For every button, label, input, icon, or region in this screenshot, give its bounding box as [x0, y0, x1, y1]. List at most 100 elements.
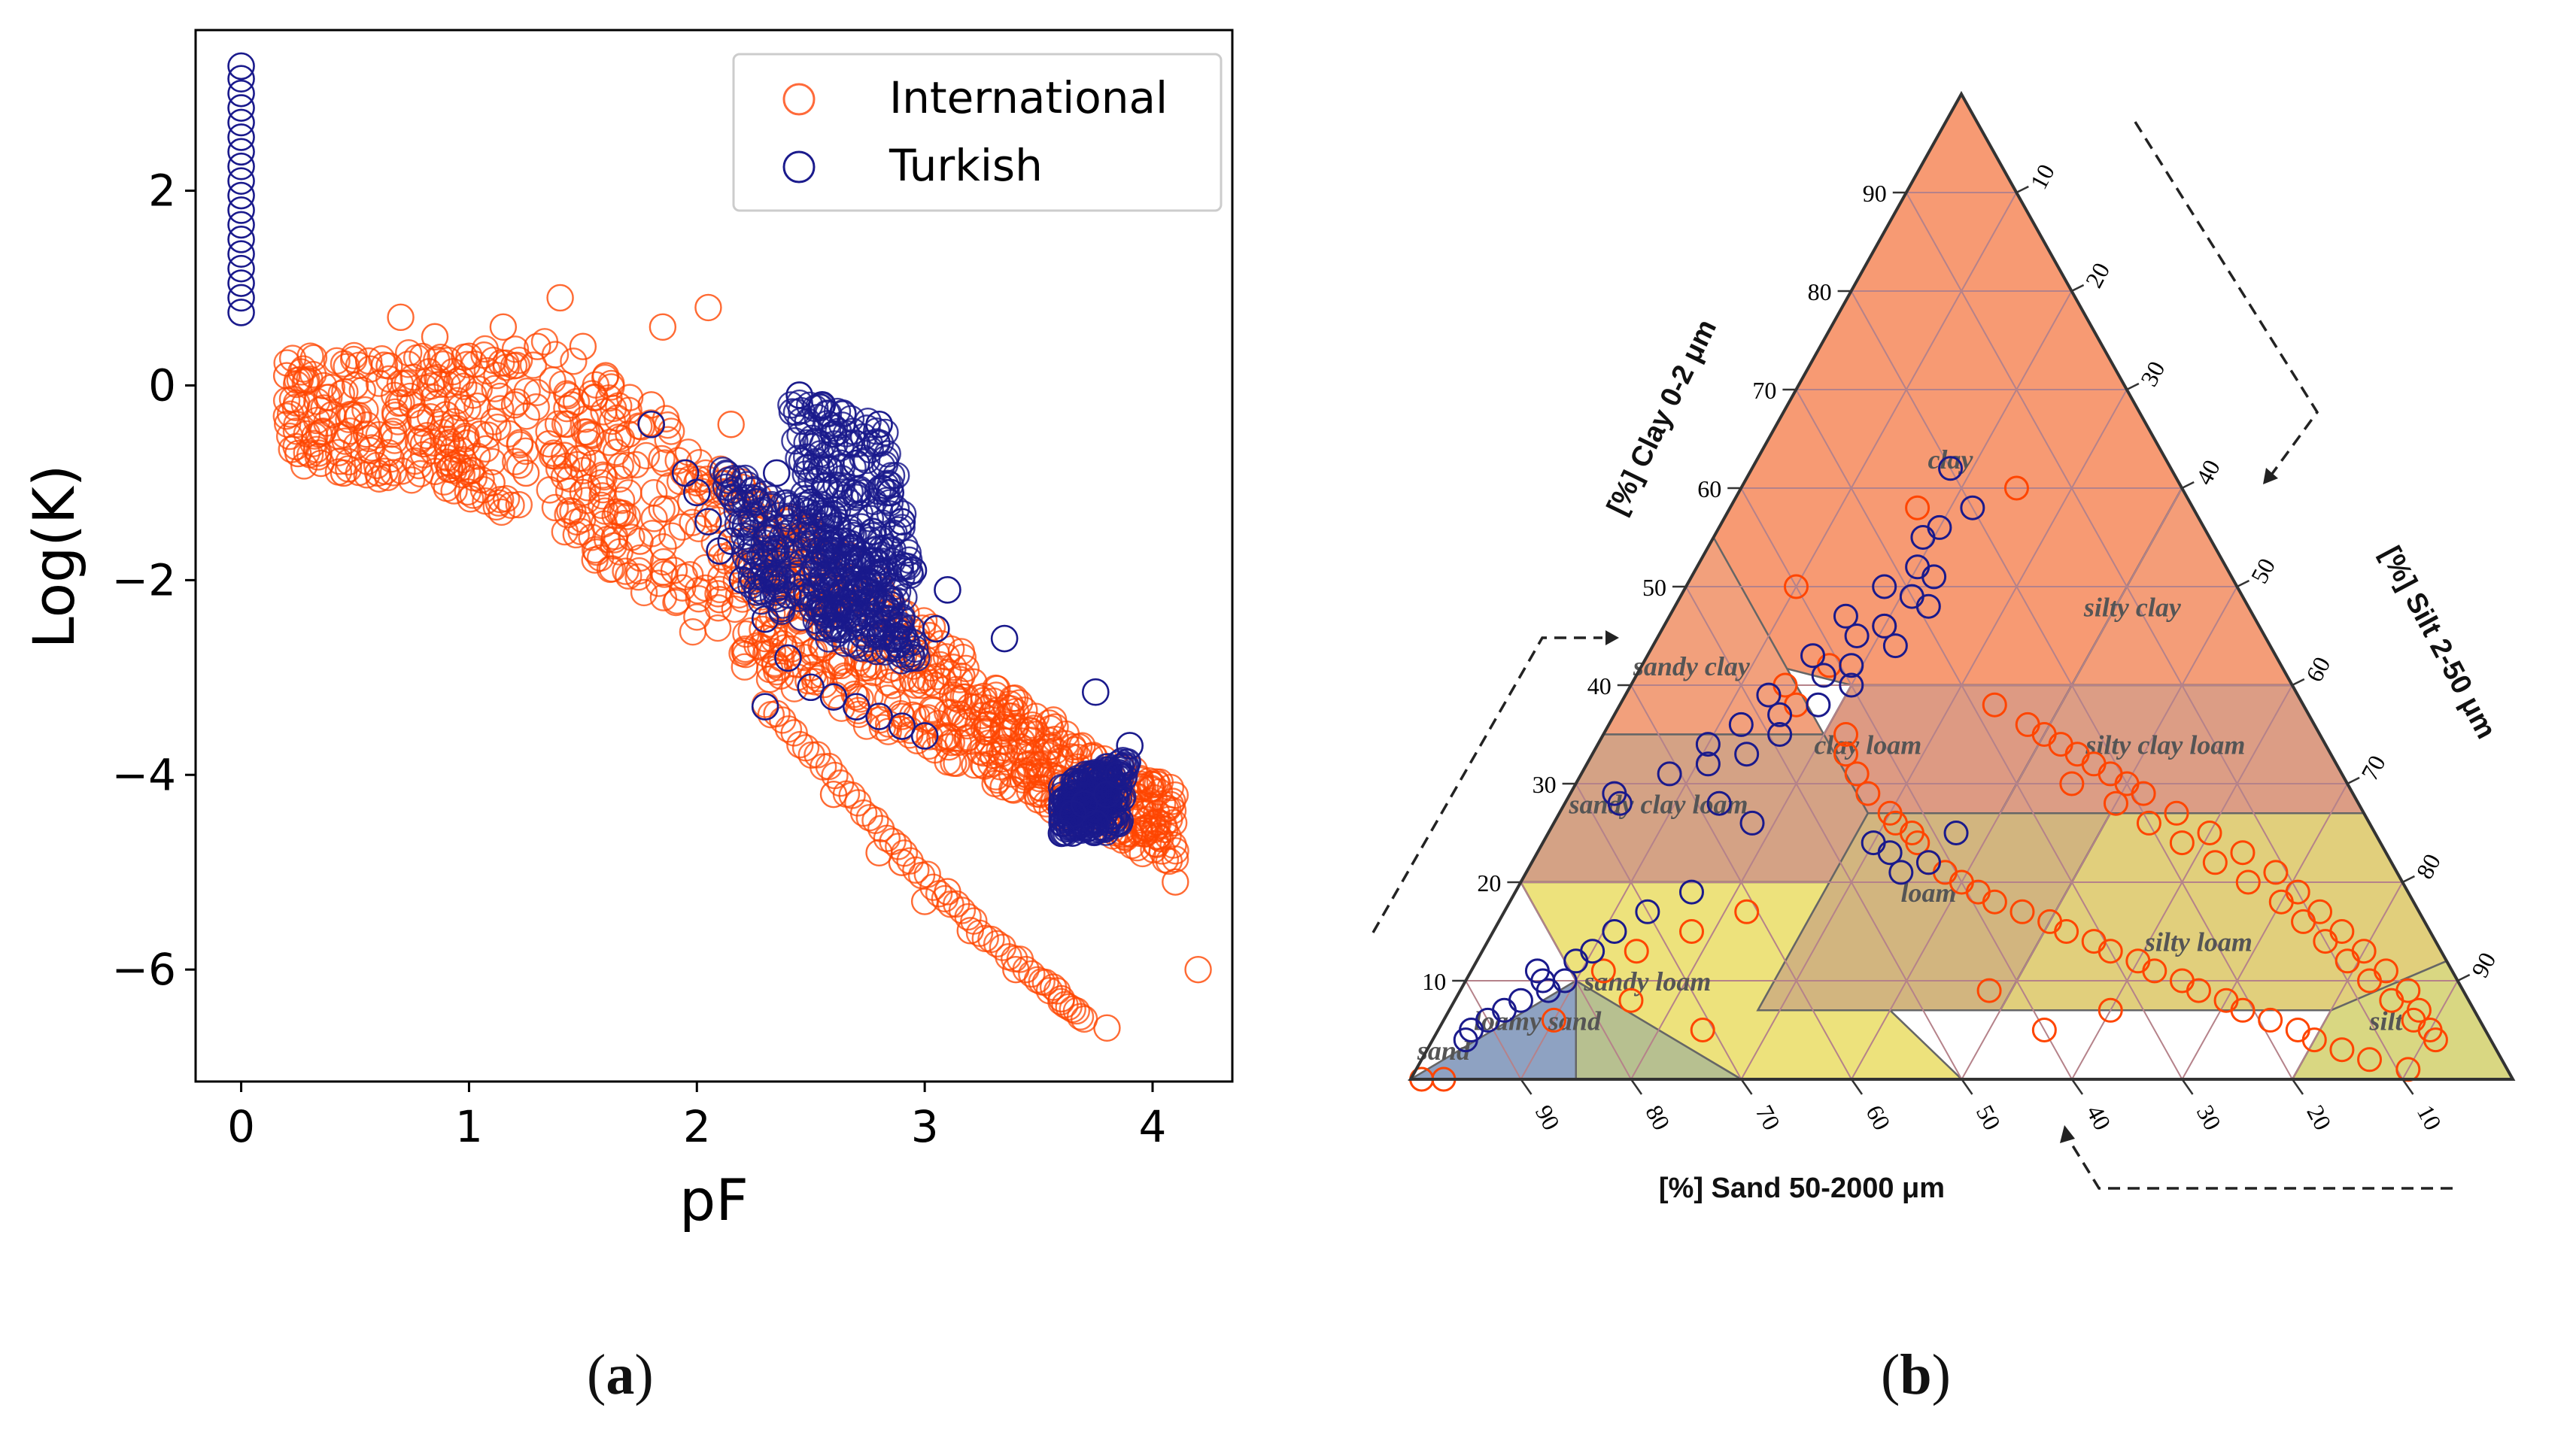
turkish-point — [1739, 810, 1765, 836]
grid-line — [1961, 586, 2238, 1080]
international-point — [1025, 751, 1053, 779]
international-point — [2031, 1018, 2057, 1042]
international-point — [530, 328, 559, 356]
international-point — [1982, 692, 2007, 718]
sand-tick — [2070, 1079, 2084, 1095]
international-point — [303, 406, 331, 435]
silt-tick — [2071, 284, 2085, 293]
international-point — [603, 498, 631, 526]
turkish-point — [789, 480, 818, 508]
international-point — [949, 643, 977, 672]
international-point — [273, 349, 301, 377]
silt-tick-label: 70 — [2356, 751, 2391, 784]
turkish-point — [882, 495, 910, 523]
turkish-point — [1695, 751, 1721, 777]
international-point — [315, 384, 343, 411]
turkish-point — [749, 540, 776, 568]
international-point — [1034, 733, 1063, 761]
turkish-point — [879, 535, 907, 563]
international-point — [409, 342, 436, 371]
international-point — [821, 652, 849, 681]
turkish-point — [855, 429, 883, 457]
international-point — [1976, 978, 2002, 1003]
y-tick-label: −6 — [112, 944, 177, 995]
international-point — [937, 728, 965, 757]
scatter-marks — [227, 52, 1212, 1042]
turkish-point — [1657, 761, 1682, 787]
international-point — [825, 648, 853, 677]
turkish-point — [752, 524, 780, 553]
international-point — [278, 344, 307, 372]
international-point — [415, 358, 443, 386]
sand-tick-label: 20 — [2301, 1100, 2337, 1134]
international-point — [997, 695, 1025, 723]
turkish-point — [1536, 978, 1561, 1003]
international-point — [885, 833, 913, 860]
international-point — [751, 624, 779, 653]
sand-tick-label: 50 — [1971, 1100, 2006, 1134]
international-point — [2357, 1047, 2383, 1073]
turkish-point — [1915, 850, 1941, 875]
turkish-point — [1563, 948, 1589, 974]
international-point — [2329, 919, 2355, 944]
international-point — [640, 505, 668, 532]
international-point — [649, 584, 678, 611]
international-point — [721, 595, 749, 623]
turkish-point — [889, 500, 917, 528]
international-point — [717, 411, 745, 438]
y-tick-label: −4 — [112, 749, 177, 800]
international-point — [330, 459, 358, 487]
international-point — [668, 574, 697, 602]
turkish-point — [1915, 593, 1941, 619]
international-point — [318, 401, 346, 429]
international-point — [577, 422, 606, 450]
y-tick-label: 2 — [148, 165, 176, 217]
international-point — [1905, 495, 1930, 520]
turkish-point — [1921, 564, 1947, 590]
international-point — [2230, 997, 2256, 1023]
international-point — [506, 431, 534, 459]
international-point — [896, 847, 924, 875]
turkish-point — [878, 521, 906, 549]
region-label: clay loam — [1814, 730, 1921, 760]
international-point — [287, 358, 315, 386]
international-point — [307, 449, 335, 478]
region-label: clay — [1928, 444, 1974, 475]
turkish-point — [792, 484, 821, 512]
turkish-point — [227, 181, 255, 210]
international-point — [454, 478, 481, 506]
x-axis-label: pF — [679, 1167, 749, 1233]
international-point — [1059, 733, 1087, 761]
international-point — [506, 451, 534, 479]
international-point — [2329, 1037, 2355, 1063]
international-point — [466, 420, 494, 448]
turkish-point — [802, 575, 830, 603]
international-point — [2373, 958, 2398, 984]
international-point — [648, 444, 676, 473]
turkish-point — [785, 444, 813, 472]
international-point — [457, 457, 485, 484]
clay-tick-label: 50 — [1642, 574, 1666, 601]
y-tick-label: 0 — [148, 360, 176, 411]
international-point — [341, 372, 369, 399]
turkish-point — [768, 566, 796, 593]
international-point — [732, 620, 760, 648]
grid-line — [1685, 586, 1963, 1080]
international-point — [486, 382, 515, 411]
international-point — [600, 532, 627, 560]
sand-tick-label: 10 — [2412, 1100, 2447, 1134]
turkish-point — [227, 152, 255, 181]
x-tick-label: 0 — [227, 1101, 255, 1152]
international-point — [433, 448, 461, 476]
international-point — [375, 352, 403, 380]
sand-tick — [1850, 1079, 1864, 1095]
clay-tick-label: 90 — [1863, 180, 1887, 207]
turkish-point — [227, 299, 255, 326]
turkish-point — [1767, 702, 1793, 727]
legend-label-turkish: Turkish — [889, 140, 1043, 191]
silt-tick-label: 30 — [2135, 356, 2170, 390]
turkish-point — [227, 65, 255, 93]
grid-line — [2071, 684, 2293, 1080]
turkish-point — [1059, 799, 1087, 828]
grid-line — [1795, 389, 2183, 1080]
